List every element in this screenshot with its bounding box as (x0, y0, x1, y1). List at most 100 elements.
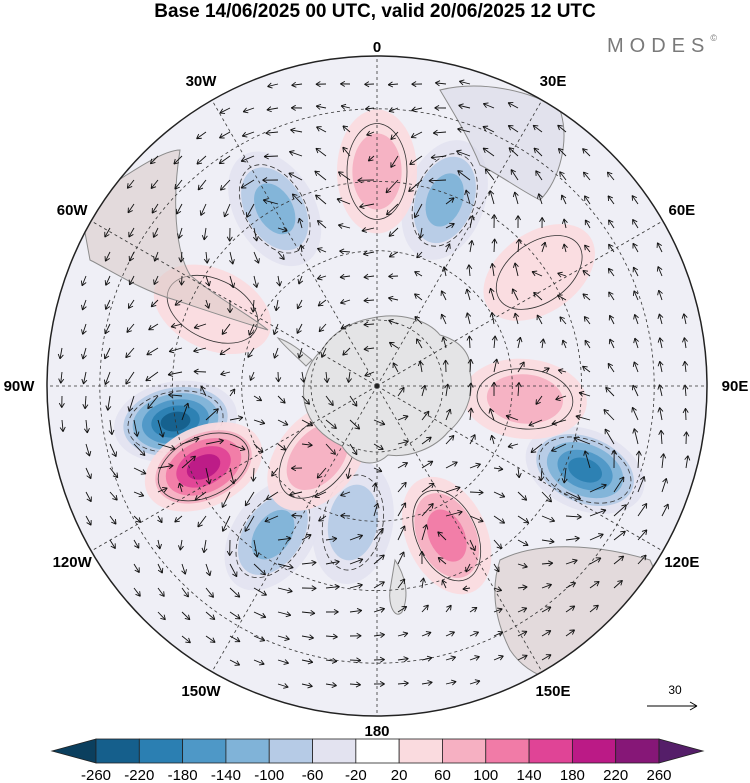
wind-vector (469, 655, 480, 661)
colorbar-segment (615, 738, 660, 764)
wind-vector (366, 130, 375, 137)
wind-vector (469, 606, 478, 613)
wind-vector (607, 195, 615, 205)
anomaly-contour-line (127, 390, 224, 453)
colorbar-segment (571, 738, 617, 764)
wind-vector (177, 482, 184, 493)
wind-vector (301, 609, 316, 616)
wind-vector (565, 535, 580, 542)
wind-vector (297, 347, 304, 359)
wind-vector (633, 337, 639, 349)
wind-vector (128, 275, 135, 286)
wind-vector (340, 103, 351, 110)
wind-vector (301, 585, 317, 592)
colorbar-segment (528, 738, 573, 764)
wind-vector (253, 611, 267, 619)
wind-vector (272, 323, 279, 336)
latitude-circle (99, 108, 655, 664)
wind-vector (297, 217, 304, 229)
wind-vector (613, 476, 625, 493)
wind-vector (605, 386, 615, 397)
wind-vector (465, 563, 471, 573)
wind-vector (128, 227, 135, 238)
wind-vector (128, 251, 135, 262)
colorbar-segment (225, 738, 270, 764)
wind-vector (388, 295, 399, 302)
colorbar-tick-label: -180 (168, 767, 198, 783)
wind-vector (657, 384, 664, 397)
wind-vector (539, 338, 546, 349)
wind-vector (81, 347, 87, 360)
wind-vector (301, 395, 311, 405)
wind-vector (488, 287, 495, 301)
colorbar-tick-label: -60 (302, 767, 324, 783)
wind-vector (109, 515, 117, 525)
wind-vector (325, 657, 338, 664)
wind-vector (104, 299, 111, 310)
wind-vector (562, 243, 568, 253)
wind-vector (181, 635, 191, 644)
wind-vector (173, 155, 183, 165)
wind-vector (589, 557, 602, 565)
wind-vector (81, 323, 87, 335)
wind-vector (265, 491, 279, 500)
wind-vector (657, 337, 664, 349)
wind-vector (325, 682, 337, 688)
wind-vector (632, 242, 639, 253)
wind-vector (296, 323, 303, 334)
wind-vector (493, 563, 500, 573)
wind-vector (194, 491, 207, 501)
wind-vector (205, 467, 212, 485)
wind-vector (493, 515, 506, 524)
wind-vectors (57, 79, 691, 689)
wind-vector (229, 635, 241, 643)
wind-vector (541, 241, 547, 253)
wind-vector (157, 419, 165, 438)
wind-vector (508, 147, 519, 157)
wind-vector (291, 81, 303, 88)
wind-vector (363, 250, 375, 257)
wind-vector (467, 407, 474, 421)
wind-vector (373, 467, 383, 473)
colorbar-segment (398, 738, 443, 764)
wind-vector (428, 177, 447, 184)
wind-vector (469, 679, 481, 685)
wind-vector (414, 271, 423, 277)
wind-vector (538, 467, 545, 482)
wind-vector (541, 367, 550, 373)
wind-vector (297, 275, 304, 285)
wind-vector (133, 563, 140, 573)
wind-vector (337, 223, 351, 229)
wind-vector (535, 170, 543, 181)
wind-vector (442, 359, 449, 373)
wind-vector (249, 371, 255, 381)
wind-vector (414, 203, 423, 219)
wind-vector (275, 371, 282, 383)
wind-vector (252, 275, 259, 288)
wind-vector (349, 681, 361, 688)
wind-vector (149, 155, 159, 165)
wind-vector (491, 214, 498, 229)
wind-vector (373, 680, 385, 687)
wind-vector (181, 611, 191, 621)
wind-vector (85, 491, 92, 503)
wind-vector (196, 155, 207, 165)
wind-vector (125, 371, 135, 385)
wind-vector (541, 630, 552, 637)
wind-vector (345, 467, 352, 480)
wind-vector (411, 81, 423, 88)
wind-vector (515, 382, 522, 397)
wind-vector (104, 251, 111, 262)
wind-vector (325, 608, 339, 615)
wind-vector (219, 347, 231, 356)
wind-vector (419, 577, 426, 589)
wind-vector (223, 203, 231, 218)
wind-vector (373, 607, 385, 613)
wind-vector (517, 654, 528, 661)
wind-vector (528, 419, 543, 427)
wind-vector (607, 267, 615, 277)
wind-vector (301, 441, 313, 448)
wind-vector (465, 288, 471, 301)
wind-vector (205, 408, 219, 421)
wind-vector (557, 124, 567, 133)
